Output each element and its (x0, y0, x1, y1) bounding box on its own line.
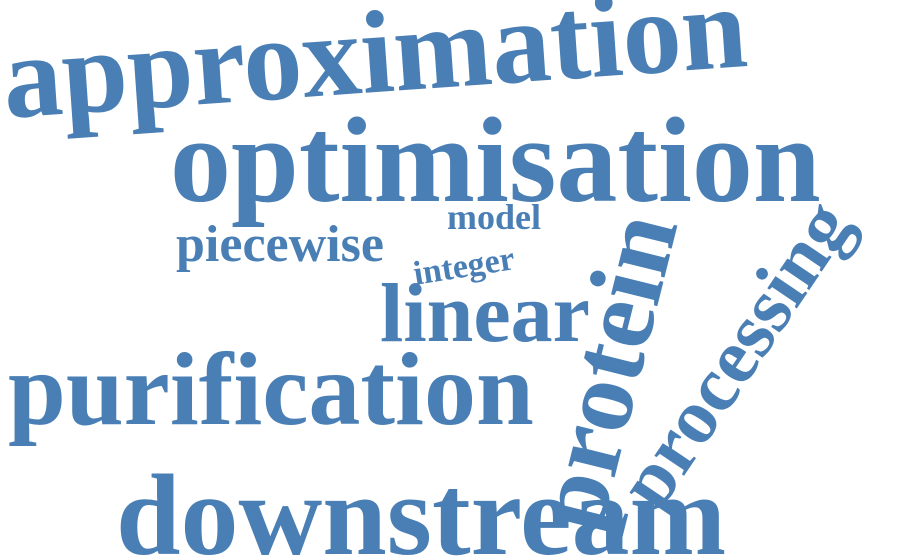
word-downstream: downstream (116, 452, 727, 559)
word-model: model (447, 197, 541, 237)
word-purification: purification (8, 332, 534, 447)
word-linear: linear (380, 267, 590, 360)
word-piecewise: piecewise (176, 216, 384, 273)
word-optimisation: optimisation (170, 93, 821, 228)
